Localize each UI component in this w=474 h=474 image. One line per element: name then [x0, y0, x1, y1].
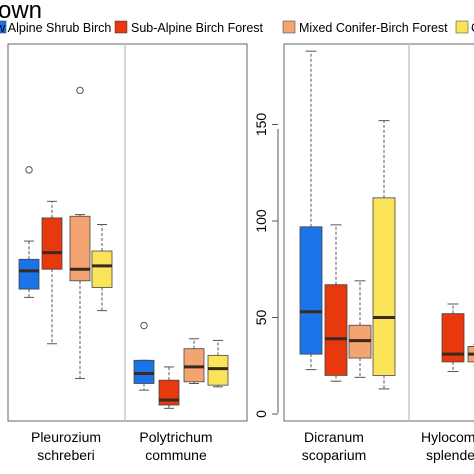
box-p0-c0-s2 [69, 215, 91, 282]
outlier-p0-c0-s0-0 [25, 166, 33, 174]
category-label-dicranum-line2: scoparium [302, 447, 367, 463]
box-p0-c0-s1 [41, 217, 63, 270]
legend-swatch-2 [282, 20, 296, 34]
box-p0-c0-s0 [18, 258, 40, 290]
box-p1-c0-s3 [372, 197, 396, 376]
box-p0-c1-s3 [207, 354, 229, 386]
category-label-hylocomium-line1: Hylocom [421, 429, 474, 445]
y-tick-label-100: 100 [253, 209, 269, 233]
box-p0-c1-s2 [183, 348, 205, 383]
legend: w Alpine Shrub Birch Sub-Alpine Birch Fo… [0, 20, 474, 35]
category-label-polytrichum-line1: Polytrichum [139, 429, 212, 445]
legend-swatch-3 [455, 20, 469, 34]
legend-label-1: Sub-Alpine Birch Forest [131, 21, 264, 35]
y-tick-label-0: 0 [253, 410, 269, 418]
y-tick-label-50: 50 [253, 310, 269, 326]
legend-swatch-1 [114, 20, 128, 34]
outlier-p0-c1-s0-0 [140, 321, 148, 330]
box-p1-c0-s1 [324, 284, 348, 376]
category-label-pleurozium-line2: schreberi [37, 447, 95, 463]
box-p1-c1-s1 [441, 313, 465, 363]
right-panel-frame [283, 43, 474, 422]
legend-swatch-0 [0, 20, 7, 34]
box-p0-c0-s3 [91, 250, 113, 288]
legend-label-0: w Alpine Shrub Birch [0, 21, 111, 35]
left-panel-frame [7, 43, 248, 422]
legend-label-2: Mixed Conifer-Birch Forest [299, 21, 448, 35]
left-panel-boxes [18, 86, 229, 409]
right-y-axis: 0 50 100 150 [253, 113, 278, 418]
y-tick-label-150: 150 [253, 113, 269, 137]
category-label-pleurozium-line1: Pleurozium [31, 429, 101, 445]
box-p0-c1-s0 [133, 359, 155, 384]
legend-label-3: C [471, 21, 474, 35]
title-fragment: own [0, 0, 42, 24]
category-label-polytrichum-line2: commune [145, 447, 207, 463]
category-label-hylocomium-line2: splende [426, 447, 474, 463]
outlier-p0-c0-s2-0 [76, 86, 84, 95]
box-p1-c0-s0 [299, 226, 323, 355]
category-label-dicranum-line1: Dicranum [304, 429, 364, 445]
right-panel-boxes [299, 50, 474, 390]
